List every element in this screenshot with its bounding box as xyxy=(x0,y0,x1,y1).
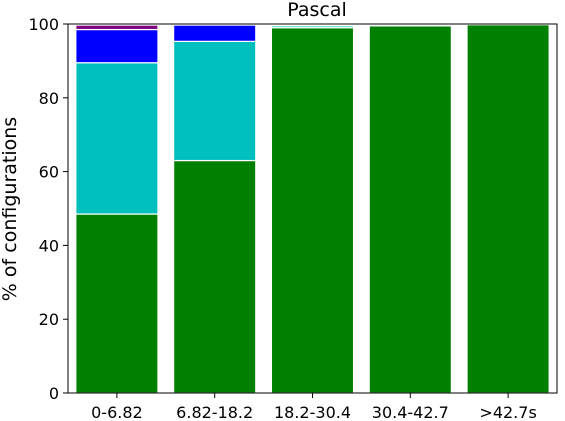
x-tick-label: >42.7s xyxy=(479,403,536,421)
bar-segment-2-1 xyxy=(75,62,159,215)
x-tick-label: 0-6.82 xyxy=(91,403,143,421)
y-tick-label: 100 xyxy=(28,15,59,34)
x-tick-label: 6.82-18.2 xyxy=(176,403,253,421)
y-tick-label: 80 xyxy=(39,89,59,108)
bar-segment-4-1 xyxy=(75,24,159,31)
bar-segment-3-3 xyxy=(270,24,355,27)
y-axis-label: % of configurations xyxy=(0,117,21,301)
bar-segment-3-1 xyxy=(75,28,159,64)
bar-segment-1-4 xyxy=(368,25,452,394)
y-tick-label: 60 xyxy=(39,163,59,182)
y-tick-label: 0 xyxy=(49,384,59,403)
bar-segment-1-2 xyxy=(173,159,257,394)
y-tick-label: 20 xyxy=(39,310,59,329)
bar-segment-1-1 xyxy=(75,213,159,394)
bar-segment-2-4 xyxy=(368,24,452,27)
axes-layer: 0 20 40 60 80 100 0-6.82 6.82-18.2 18.2-30.4 30.4… xyxy=(28,15,558,421)
x-tick-label: 18.2-30.4 xyxy=(274,403,351,421)
y-tick-label: 40 xyxy=(39,236,59,255)
x-tick-label: 30.4-42.7 xyxy=(372,403,449,421)
bar-segment-1-5 xyxy=(466,24,550,394)
chart-title: Pascal xyxy=(287,0,347,21)
bars-layer xyxy=(75,24,550,394)
bar-segment-2-2 xyxy=(173,40,257,162)
bar-segment-1-3 xyxy=(270,27,355,394)
bar-segment-3-2 xyxy=(173,24,257,42)
